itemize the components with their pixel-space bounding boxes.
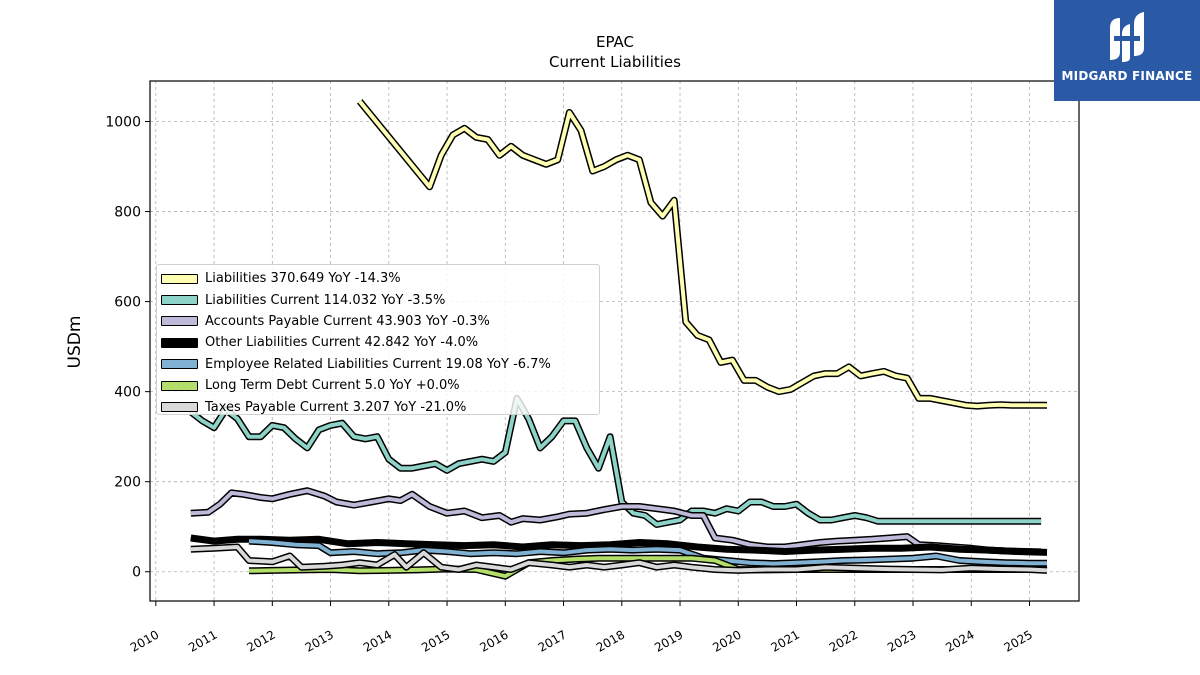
x-tick-label: 2010: [128, 627, 161, 654]
legend-swatch: [161, 380, 198, 391]
legend: Liabilities 370.649 YoY -14.3% Liabilitie…: [156, 264, 600, 415]
legend-item: Accounts Payable Current 43.903 YoY -0.3…: [157, 311, 599, 332]
logo-text: MIDGARD FINANCE: [1061, 69, 1193, 83]
x-tick-label: 2019: [652, 627, 685, 654]
x-tick-label: 2015: [419, 627, 452, 654]
y-tick-label: 1000: [105, 115, 141, 131]
legend-label: Other Liabilities Current 42.842 YoY -4.…: [205, 335, 479, 351]
midgard-finance-logo: MIDGARD FINANCE: [1054, 0, 1200, 101]
x-tick-label: 2012: [244, 627, 277, 654]
series-line-1: [189, 396, 1042, 527]
legend-swatch: [161, 402, 198, 413]
series-line-6: [190, 545, 1048, 573]
legend-label: Liabilities Current 114.032 YoY -3.5%: [205, 292, 446, 308]
legend-label: Taxes Payable Current 3.207 YoY -21.0%: [205, 399, 467, 415]
x-tick-label: 2022: [827, 627, 860, 654]
legend-label: Liabilities 370.649 YoY -14.3%: [205, 271, 401, 287]
legend-swatch: [161, 273, 198, 284]
legend-swatch: [161, 337, 198, 348]
series-line-3: [190, 536, 1048, 555]
chart-title: EPAC: [596, 33, 634, 51]
series-line-2: [190, 488, 1042, 554]
legend-item: Long Term Debt Current 5.0 YoY +0.0%: [157, 375, 599, 396]
legend-label: Accounts Payable Current 43.903 YoY -0.3…: [205, 313, 490, 329]
legend-item: Employee Related Liabilities Current 19.…: [157, 354, 599, 375]
legend-label: Employee Related Liabilities Current 19.…: [205, 356, 551, 372]
logo-mark-icon: [1110, 12, 1144, 62]
series-layer: [188, 99, 1048, 580]
x-tick-label: 2017: [536, 627, 569, 654]
legend-swatch: [161, 295, 198, 306]
chart-subtitle: Current Liabilities: [549, 53, 681, 71]
x-tick-label: 2014: [361, 627, 394, 654]
series-line-0: [358, 100, 1047, 409]
legend-label: Long Term Debt Current 5.0 YoY +0.0%: [205, 378, 460, 394]
x-tick-label: 2024: [943, 627, 976, 654]
x-tick-label: 2013: [303, 627, 336, 654]
legend-swatch: [161, 316, 198, 327]
y-tick-label: 600: [114, 295, 141, 311]
series-line-4: [248, 539, 1047, 566]
legend-item: Other Liabilities Current 42.842 YoY -4.…: [157, 332, 599, 353]
x-tick-label: 2023: [885, 627, 918, 654]
x-tick-label: 2011: [186, 627, 219, 654]
x-tick-label: 2021: [769, 627, 802, 654]
y-tick-label: 800: [114, 205, 141, 221]
legend-swatch: [161, 359, 198, 370]
legend-item: Liabilities Current 114.032 YoY -3.5%: [157, 289, 599, 310]
x-tick-label: 2018: [594, 627, 627, 654]
y-tick-label: 400: [114, 385, 141, 401]
y-axis-label: USDm: [65, 316, 85, 369]
legend-item: Taxes Payable Current 3.207 YoY -21.0%: [157, 396, 599, 417]
x-tick-label: 2016: [477, 627, 510, 654]
y-tick-label: 200: [114, 475, 141, 491]
y-tick-label: 0: [132, 565, 141, 581]
legend-item: Liabilities 370.649 YoY -14.3%: [157, 268, 599, 289]
plot-frame: [149, 80, 1080, 602]
x-tick-label: 2025: [1002, 627, 1035, 654]
x-tick-label: 2020: [710, 627, 743, 654]
